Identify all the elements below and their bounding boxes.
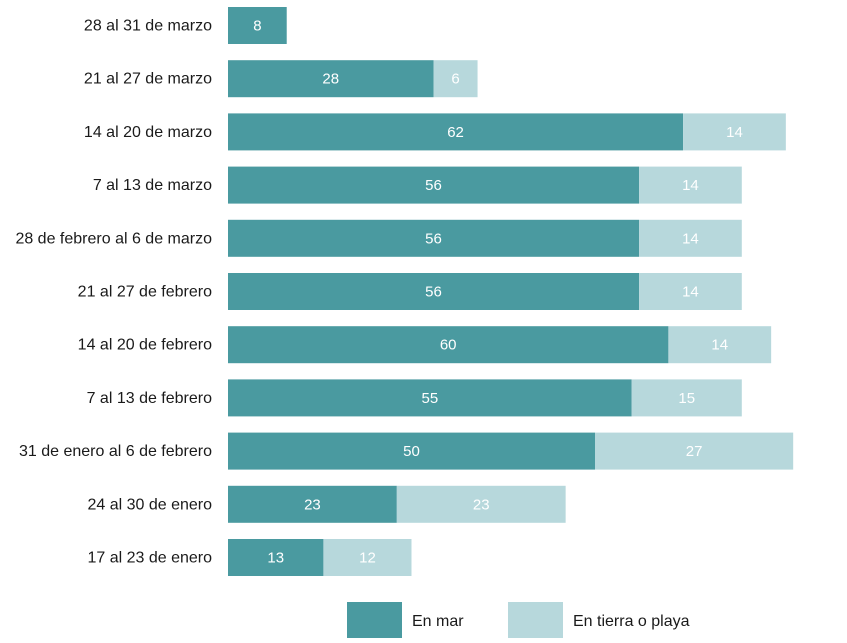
value-label: 56 <box>425 230 442 247</box>
bar-en-mar <box>228 326 669 364</box>
bar-en-mar <box>228 60 434 98</box>
legend-swatch <box>347 602 402 638</box>
category-label: 24 al 30 de enero <box>87 496 212 513</box>
category-label: 17 al 23 de enero <box>87 550 212 567</box>
bar-en-tierra <box>323 539 412 576</box>
value-label: 23 <box>473 496 490 513</box>
category-label: 21 al 27 de marzo <box>84 71 212 88</box>
bar-en-tierra <box>639 166 742 204</box>
bar-en-mar <box>228 166 640 204</box>
value-label: 56 <box>425 284 442 301</box>
category-label: 31 de enero al 6 de febrero <box>19 443 212 460</box>
category-label: 14 al 20 de marzo <box>84 124 212 141</box>
bar-en-mar <box>228 432 595 470</box>
value-label: 8 <box>253 18 261 35</box>
legend-swatch <box>508 602 563 638</box>
category-label: 7 al 13 de marzo <box>93 177 212 194</box>
bar-en-tierra <box>396 485 566 523</box>
value-label: 6 <box>451 71 459 88</box>
bar-en-tierra <box>639 273 742 310</box>
value-label: 23 <box>304 496 321 513</box>
legend-label: En tierra o playa <box>573 613 690 630</box>
bar-en-tierra <box>639 219 742 257</box>
value-label: 14 <box>682 284 699 301</box>
bar-en-mar <box>228 219 640 257</box>
legend: En mar En tierra o playa <box>347 602 690 638</box>
category-label: 28 al 31 de marzo <box>84 18 212 35</box>
value-label: 50 <box>403 443 420 460</box>
bar-en-tierra <box>668 326 772 364</box>
value-label: 62 <box>447 124 464 141</box>
value-label: 55 <box>422 390 439 407</box>
bar-en-mar <box>228 539 324 576</box>
value-label: 27 <box>686 443 703 460</box>
bar-en-tierra <box>683 113 786 151</box>
value-label: 56 <box>425 177 442 194</box>
bar-en-mar <box>228 485 397 523</box>
bar-en-tierra <box>433 60 478 98</box>
value-label: 14 <box>711 337 728 354</box>
value-label: 14 <box>682 177 699 194</box>
value-label: 13 <box>267 550 284 567</box>
bar-en-tierra <box>595 432 794 470</box>
value-label: 60 <box>440 337 457 354</box>
value-label: 14 <box>726 124 743 141</box>
category-labels: 28 al 31 de marzo 21 al 27 de marzo 14 al … <box>15 18 212 567</box>
legend-label: En mar <box>412 613 464 630</box>
category-label: 7 al 13 de febrero <box>87 390 213 407</box>
category-label: 28 de febrero al 6 de marzo <box>15 230 212 247</box>
bars-layer <box>228 7 794 576</box>
category-label: 14 al 20 de febrero <box>78 337 212 354</box>
bar-en-tierra <box>631 379 742 417</box>
value-label: 28 <box>322 71 339 88</box>
value-labels: 8 28 6 62 14 56 14 56 14 56 14 60 14 55 15 50 27 23 23 13 12 <box>253 18 743 567</box>
bar-en-mar <box>228 113 684 151</box>
value-label: 14 <box>682 230 699 247</box>
value-label: 12 <box>359 550 376 567</box>
value-label: 15 <box>678 390 695 407</box>
bar-en-mar <box>228 379 632 417</box>
category-label: 21 al 27 de febrero <box>78 284 212 301</box>
bar-en-mar <box>228 7 287 44</box>
bar-en-mar <box>228 273 640 310</box>
